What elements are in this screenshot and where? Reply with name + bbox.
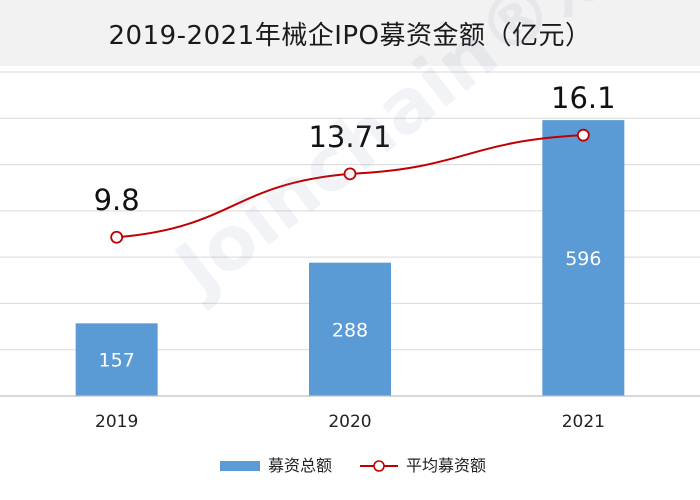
legend-label-line: 平均募资额: [406, 456, 486, 475]
x-tick-label: 2020: [328, 412, 371, 432]
bar-2021: [542, 120, 625, 396]
legend-marker-line: [373, 460, 385, 472]
bar-2020: [309, 262, 391, 396]
bar-value-label: 596: [565, 248, 601, 270]
bar-2019: [75, 323, 158, 396]
chart-title: 2019-2021年械企IPO募资金额（亿元）: [108, 20, 592, 51]
title-bar: 2019-2021年械企IPO募资金额（亿元）: [0, 0, 700, 66]
data-labels: 157 288 596 9.8 13.71 16.1: [94, 81, 616, 371]
line-point-2020: [343, 167, 357, 181]
legend: 募资总额 平均募资额: [220, 456, 486, 475]
line-value-label: 9.8: [94, 183, 140, 217]
bar-value-label: 157: [99, 350, 135, 372]
line-series: [110, 128, 590, 244]
x-axis: 2019 2020 2021: [0, 395, 700, 432]
bar-value-label: 288: [332, 319, 368, 341]
legend-swatch-bar: [220, 461, 260, 471]
legend-label-bar: 募资总额: [268, 456, 332, 475]
line-point-2019: [110, 230, 124, 244]
x-tick-label: 2021: [562, 412, 605, 432]
line-value-label: 16.1: [551, 81, 616, 115]
bars: [75, 120, 625, 396]
line-point-2021: [576, 128, 590, 142]
x-tick-label: 2019: [95, 412, 138, 432]
line-value-label: 13.71: [308, 120, 391, 154]
